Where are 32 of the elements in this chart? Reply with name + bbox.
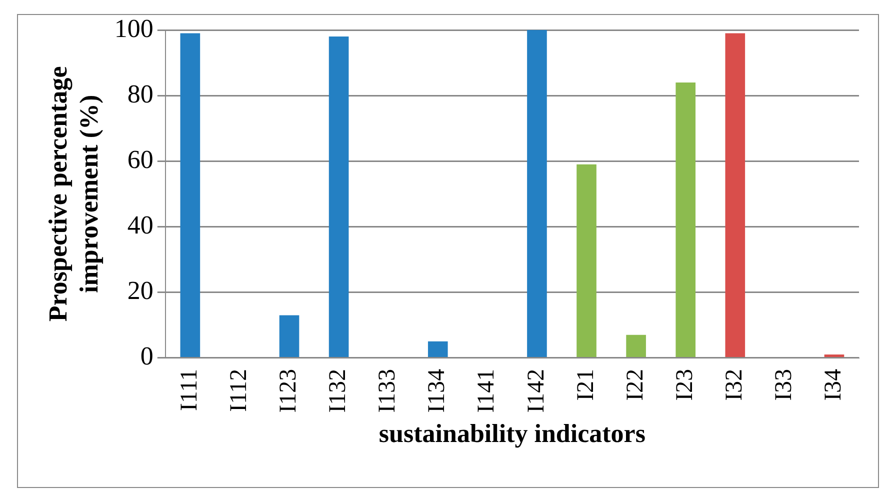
x-tick-label: I34	[820, 368, 847, 401]
bar	[824, 354, 844, 358]
bar	[725, 33, 746, 358]
y-axis-title: Prospective percentage improvement (%)	[43, 66, 104, 322]
x-tick-label: I22	[622, 368, 648, 401]
x-tick-label: I134	[424, 368, 450, 413]
x-tick-label: I112	[226, 368, 252, 412]
bar	[180, 33, 200, 358]
x-tick-label: I23	[672, 368, 698, 401]
y-tick-label: 0	[140, 342, 154, 371]
x-tick-label: I141	[474, 368, 500, 413]
x-tick-label: I132	[325, 368, 352, 413]
bar	[328, 36, 349, 358]
x-tick-label: I33	[770, 368, 797, 401]
bar	[626, 334, 646, 358]
x-tick-label: I21	[572, 368, 599, 401]
bar	[279, 315, 300, 358]
x-tick-label: I142	[523, 368, 550, 413]
bar	[428, 341, 448, 358]
bar	[527, 30, 547, 358]
x-tick-label: I133	[374, 368, 401, 413]
x-axis-title: sustainability indicators	[378, 419, 646, 448]
x-tick-label: I32	[721, 368, 748, 401]
x-tick-label: I111	[176, 368, 202, 412]
y-tick-label: 100	[114, 14, 154, 43]
y-tick-label: 40	[127, 210, 154, 240]
x-tick-label: I123	[276, 368, 302, 413]
bar	[676, 82, 696, 358]
y-tick-label: 80	[127, 79, 154, 108]
bar	[576, 164, 596, 358]
y-tick-label: 20	[127, 276, 154, 306]
y-tick-label: 60	[127, 144, 154, 174]
